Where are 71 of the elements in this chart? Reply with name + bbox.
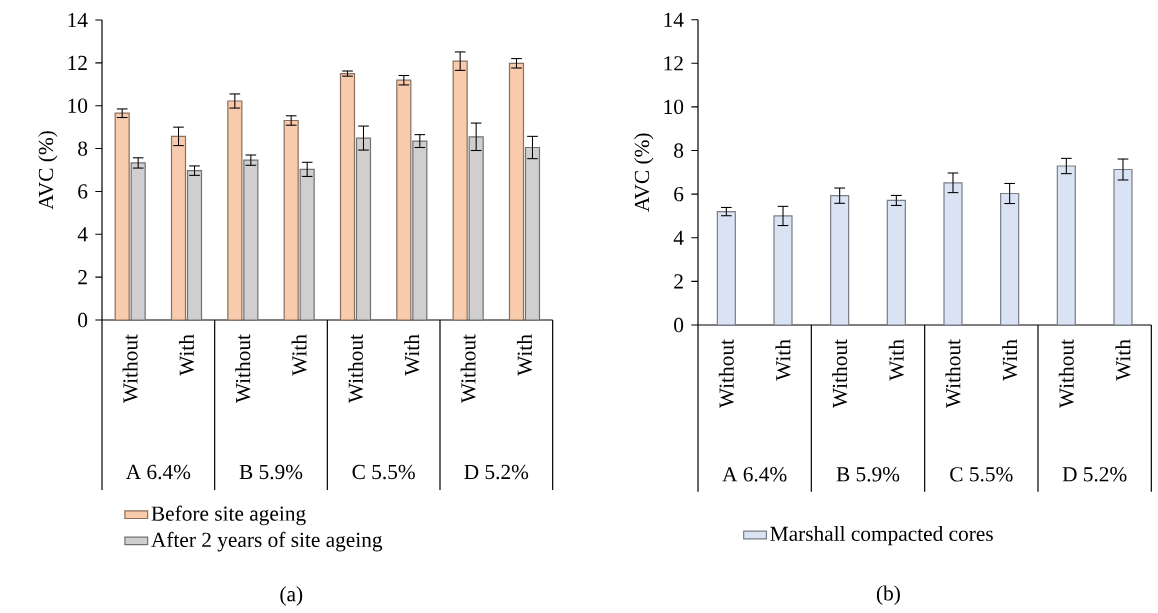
bar — [830, 195, 850, 326]
text: B 5.9% — [239, 464, 303, 480]
x-tick-label: With — [1002, 339, 1018, 381]
x-tick-label: With — [178, 334, 195, 376]
legend-label: Marshall compacted cores — [770, 526, 993, 546]
x-tick-label: Without — [460, 334, 476, 404]
bar — [1113, 168, 1133, 326]
y-tick-label: 12 — [664, 56, 683, 71]
y-axis-title: AVC (%) — [634, 133, 654, 212]
bar — [227, 100, 243, 321]
y-tick-label: 0 — [674, 317, 684, 333]
x-tick-label: Without — [718, 339, 734, 409]
y-tick-label: 14 — [68, 12, 88, 28]
x-tick-label: With — [404, 334, 420, 376]
x-tick-label: With — [516, 334, 533, 376]
bar — [773, 215, 793, 326]
text: (a) — [280, 586, 303, 606]
text: D 5.2% — [1062, 467, 1127, 482]
bar — [716, 210, 736, 326]
y-tick-label: 4 — [673, 230, 684, 245]
y-tick-label: 2 — [78, 270, 87, 285]
bar — [468, 136, 484, 321]
bar — [396, 79, 412, 321]
y-tick-label: 10 — [664, 99, 684, 115]
bar — [130, 162, 146, 321]
bar — [299, 168, 315, 321]
text: A 6.4% — [125, 464, 191, 480]
bar — [1000, 192, 1020, 326]
bar — [170, 135, 187, 321]
x-tick-label: Without — [945, 339, 961, 409]
bar — [283, 119, 299, 321]
y-tick-label: 8 — [674, 143, 684, 158]
x-tick-label: With — [1115, 339, 1131, 381]
bar — [524, 146, 541, 321]
text: B 5.9% — [836, 467, 900, 482]
bar — [886, 199, 906, 326]
y-tick-label: 0 — [78, 312, 88, 328]
y-tick-label: 14 — [664, 12, 684, 27]
bar — [943, 182, 963, 326]
y-tick-label: 12 — [68, 55, 87, 70]
x-tick-label: Without — [235, 334, 251, 404]
bar — [412, 140, 428, 321]
y-tick-label: 2 — [674, 274, 683, 289]
x-tick-label: Without — [832, 339, 848, 409]
y-tick-label: 10 — [68, 98, 88, 113]
y-axis-title: AVC (%) — [38, 131, 58, 210]
y-tick-label: 6 — [78, 184, 88, 199]
bar — [186, 170, 203, 321]
x-tick-label: With — [291, 334, 307, 376]
x-tick-label: With — [775, 339, 791, 381]
legend-label: After 2 years of site ageing — [151, 531, 383, 552]
bar — [1056, 165, 1076, 326]
bar — [243, 159, 259, 321]
y-tick-label: 4 — [77, 227, 88, 242]
text: A 6.4% — [722, 467, 787, 482]
legend-label: Before site ageing — [151, 505, 306, 526]
bar — [452, 60, 468, 321]
bar — [508, 62, 525, 321]
bar — [339, 72, 356, 321]
bar — [355, 137, 372, 321]
text: C 5.5% — [950, 467, 1013, 482]
text: C 5.5% — [352, 464, 415, 480]
x-tick-label: Without — [347, 334, 364, 404]
x-tick-label: Without — [122, 334, 138, 404]
x-tick-label: With — [888, 339, 904, 381]
text: (b) — [876, 585, 900, 605]
y-tick-label: 6 — [674, 186, 684, 202]
text: D 5.2% — [464, 464, 529, 480]
bar — [114, 112, 130, 321]
x-tick-label: Without — [1058, 339, 1074, 409]
y-tick-label: 8 — [78, 141, 88, 156]
